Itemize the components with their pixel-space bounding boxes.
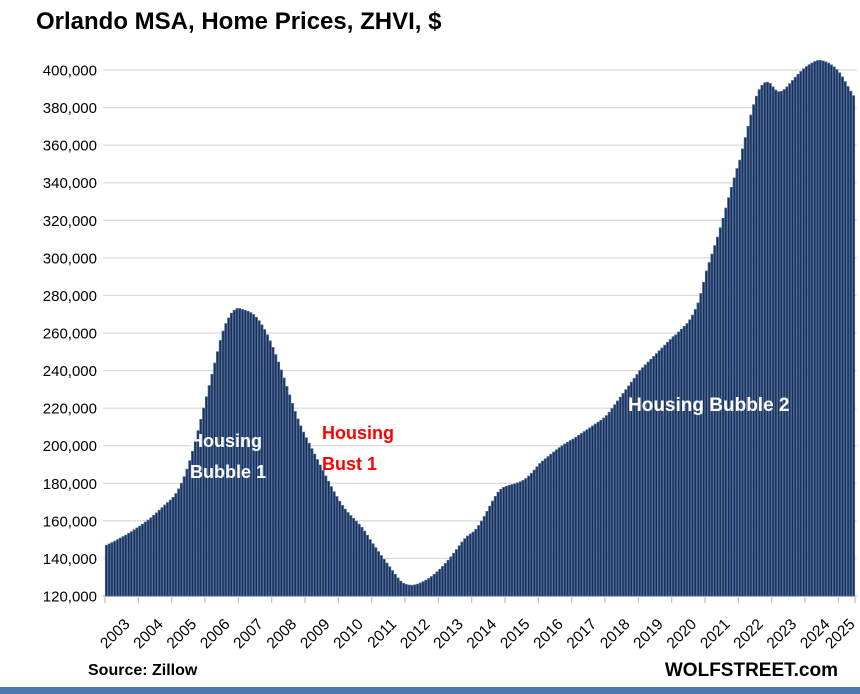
- wolfstreet-brand: WOLFSTREET.com: [664, 660, 838, 681]
- svg-text:220,000: 220,000: [43, 401, 97, 418]
- svg-text:200,000: 200,000: [43, 438, 97, 455]
- svg-text:2009: 2009: [297, 616, 333, 652]
- svg-text:2005: 2005: [164, 616, 200, 652]
- svg-text:2020: 2020: [664, 616, 701, 653]
- svg-text:160,000: 160,000: [43, 513, 97, 530]
- svg-text:140,000: 140,000: [43, 551, 97, 568]
- svg-text:400,000: 400,000: [43, 63, 97, 80]
- svg-text:2015: 2015: [497, 616, 533, 652]
- svg-text:2003: 2003: [97, 616, 133, 652]
- svg-text:2022: 2022: [730, 616, 766, 652]
- chart-title: Orlando MSA, Home Prices, ZHVI, $: [36, 8, 442, 35]
- svg-text:2011: 2011: [365, 616, 401, 652]
- svg-text:2014: 2014: [464, 616, 501, 653]
- annotation-line: Bubble 1: [190, 462, 267, 482]
- x-axis-ticks: [104, 596, 856, 603]
- annotation-line: Housing: [190, 431, 262, 451]
- annotation-line: Bust 1: [322, 454, 378, 474]
- svg-text:380,000: 380,000: [43, 100, 97, 117]
- svg-text:2023: 2023: [764, 616, 800, 652]
- svg-text:2021: 2021: [697, 616, 733, 652]
- svg-text:2025: 2025: [822, 616, 858, 652]
- source-attribution: Source: Zillow: [88, 662, 198, 679]
- svg-text:120,000: 120,000: [43, 589, 97, 606]
- svg-text:260,000: 260,000: [43, 326, 97, 343]
- monthly-price-bars: [104, 60, 856, 597]
- svg-text:2006: 2006: [197, 616, 233, 652]
- svg-text:2008: 2008: [264, 616, 300, 652]
- annotation-line: Housing Bubble 2: [628, 395, 790, 416]
- footer-accent-bar: [0, 687, 860, 694]
- svg-text:360,000: 360,000: [43, 138, 97, 155]
- svg-text:2017: 2017: [564, 616, 600, 652]
- svg-text:2004: 2004: [130, 616, 167, 653]
- svg-text:2016: 2016: [530, 616, 566, 652]
- x-axis-labels: 2003200420052006200720082009201020112012…: [97, 616, 858, 653]
- svg-text:2010: 2010: [330, 616, 367, 653]
- svg-text:2013: 2013: [430, 616, 466, 652]
- svg-text:300,000: 300,000: [43, 250, 97, 267]
- svg-text:320,000: 320,000: [43, 213, 97, 230]
- svg-text:2019: 2019: [630, 616, 666, 652]
- svg-text:280,000: 280,000: [43, 288, 97, 305]
- annotation-line: Housing: [322, 423, 394, 443]
- svg-text:2018: 2018: [597, 616, 633, 652]
- svg-text:2012: 2012: [397, 616, 433, 652]
- annotation-housing-bubble-1: Housing Bubble 1: [190, 426, 266, 488]
- y-axis-labels: 120,000 140,000 160,000 180,000 200,000 220,0…: [43, 63, 97, 606]
- svg-text:2007: 2007: [230, 616, 266, 652]
- svg-text:340,000: 340,000: [43, 175, 97, 192]
- annotation-housing-bubble-2: Housing Bubble 2: [628, 390, 790, 421]
- annotation-housing-bust-1: Housing Bust 1: [322, 418, 394, 480]
- svg-text:240,000: 240,000: [43, 363, 97, 380]
- svg-text:180,000: 180,000: [43, 476, 97, 493]
